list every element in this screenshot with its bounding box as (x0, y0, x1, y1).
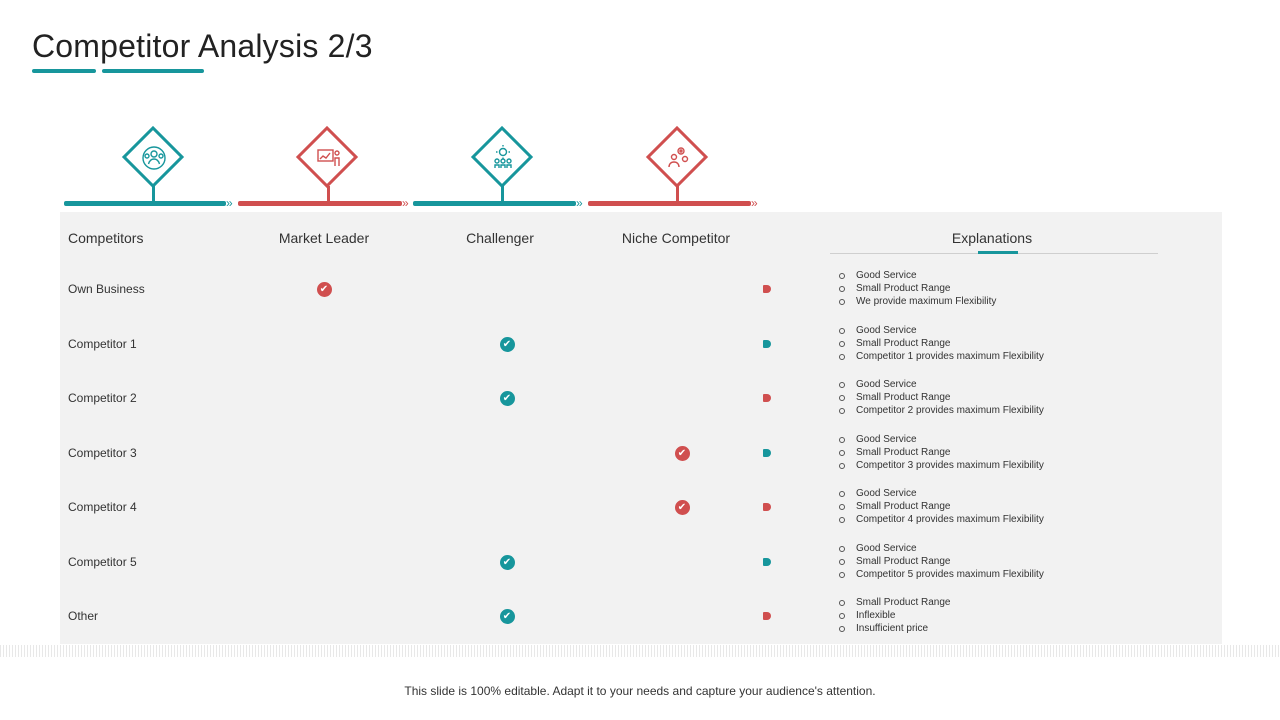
row-marker-icon (763, 394, 771, 402)
check-circle-icon: ✔ (499, 608, 515, 624)
explanation-item: We provide maximum Flexibility (838, 295, 996, 308)
explanation-item: Small Product Range (838, 282, 996, 295)
row-label: Competitor 2 (68, 391, 137, 405)
chevron-right-icon: » (226, 196, 233, 210)
explanation-item: Good Service (838, 433, 1044, 446)
row-label: Own Business (68, 282, 145, 296)
check-circle-icon: ✔ (674, 499, 690, 515)
category-bar-market-segment-2 (238, 201, 402, 206)
explanation-item: Small Product Range (838, 500, 1044, 513)
check-circle-icon: ✔ (499, 390, 515, 406)
title-underline-short (32, 69, 96, 73)
check-circle-icon: ✔ (316, 281, 332, 297)
team-gears-icon (469, 124, 537, 192)
explanation-list: Good Service Small Product Range We provid… (838, 269, 996, 308)
title-underline-long (102, 69, 204, 73)
row-label: Competitor 1 (68, 337, 137, 351)
row-marker-icon (763, 285, 771, 293)
explanation-list: Good Service Small Product Range Competito… (838, 378, 1044, 417)
connector-stem (327, 186, 330, 201)
explanation-item: Competitor 5 provides maximum Flexibilit… (838, 568, 1044, 581)
category-bar-market-segment-4 (588, 201, 751, 206)
footer-note: This slide is 100% editable. Adapt it to… (404, 684, 876, 698)
footer-divider-pattern (0, 645, 1280, 657)
connector-stem (152, 186, 155, 201)
explanation-list: Good Service Small Product Range Competito… (838, 324, 1044, 363)
explanation-item: Small Product Range (838, 596, 951, 609)
explanation-item: Good Service (838, 269, 996, 282)
page-title: Competitor Analysis 2/3 (32, 28, 373, 64)
explanation-item: Competitor 3 provides maximum Flexibilit… (838, 459, 1044, 472)
explanation-item: Good Service (838, 542, 1044, 555)
explanation-item: Good Service (838, 487, 1044, 500)
explanation-list: Small Product Range Inflexible Insufficien… (838, 596, 951, 635)
header-challenger: Challenger (466, 230, 534, 246)
header-competitors: Competitors (68, 230, 144, 246)
connector-stem (501, 186, 504, 201)
explanation-item: Competitor 1 provides maximum Flexibilit… (838, 350, 1044, 363)
row-label: Competitor 3 (68, 446, 137, 460)
check-circle-icon: ✔ (499, 554, 515, 570)
check-circle-icon: ✔ (674, 445, 690, 461)
explanation-item: Competitor 4 provides maximum Flexibilit… (838, 513, 1044, 526)
explanation-list: Good Service Small Product Range Competito… (838, 433, 1044, 472)
chevron-right-icon: » (751, 196, 758, 210)
category-bar-market-segment-1 (64, 201, 226, 206)
row-label: Competitor 5 (68, 555, 137, 569)
chevron-right-icon: » (576, 196, 583, 210)
connector-stem (676, 186, 679, 201)
comparison-table-panel (60, 212, 1222, 644)
header-explanations: Explanations (951, 230, 1033, 246)
explanation-item: Good Service (838, 378, 1044, 391)
row-label: Other (68, 609, 99, 623)
explanation-item: Small Product Range (838, 391, 1044, 404)
row-marker-icon (763, 503, 771, 511)
explanation-item: Competitor 2 provides maximum Flexibilit… (838, 404, 1044, 417)
gears-person-icon (644, 124, 712, 192)
explanation-item: Inflexible (838, 609, 951, 622)
check-circle-icon: ✔ (499, 336, 515, 352)
explanation-item: Small Product Range (838, 337, 1044, 350)
team-group-icon (120, 124, 188, 192)
chevron-right-icon: » (402, 196, 409, 210)
explanations-accent (978, 251, 1018, 254)
presentation-chart-icon (294, 124, 362, 192)
row-marker-icon (763, 449, 771, 457)
row-label: Competitor 4 (68, 500, 137, 514)
explanation-item: Good Service (838, 324, 1044, 337)
row-marker-icon (763, 340, 771, 348)
category-bar-market-segment-3 (413, 201, 576, 206)
row-marker-icon (763, 612, 771, 620)
header-market-leader: Market Leader (278, 230, 370, 246)
explanation-list: Good Service Small Product Range Competito… (838, 542, 1044, 581)
header-niche-competitor: Niche Competitor (621, 230, 731, 246)
explanation-item: Small Product Range (838, 555, 1044, 568)
explanation-item: Insufficient price (838, 622, 951, 635)
explanation-list: Good Service Small Product Range Competito… (838, 487, 1044, 526)
row-marker-icon (763, 558, 771, 566)
explanation-item: Small Product Range (838, 446, 1044, 459)
